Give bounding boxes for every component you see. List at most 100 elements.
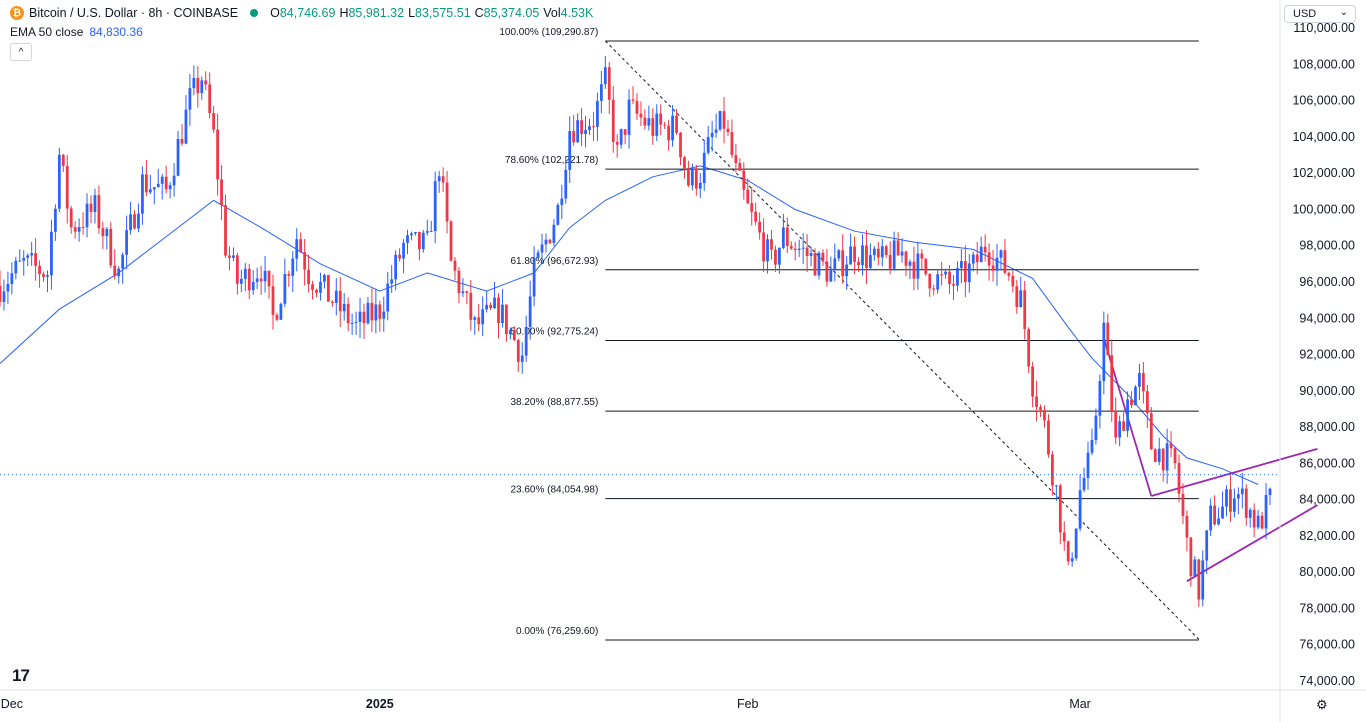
y-tick-label: 86,000.00 xyxy=(1299,456,1355,470)
candle-body xyxy=(1130,399,1133,406)
candle-body xyxy=(1233,498,1236,512)
candle-body xyxy=(983,246,987,253)
candle-body xyxy=(904,251,908,266)
candle-body xyxy=(528,296,532,327)
candle-body xyxy=(694,168,698,189)
candle-body xyxy=(1268,488,1272,496)
y-tick-label: 88,000.00 xyxy=(1299,420,1355,434)
candle-body xyxy=(461,291,465,294)
candle-body xyxy=(1157,448,1161,462)
candle-body xyxy=(714,129,718,133)
candle-body xyxy=(825,261,829,282)
y-tick-label: 102,000.00 xyxy=(1292,166,1355,180)
candle-body xyxy=(1118,421,1122,438)
candle-body xyxy=(1193,559,1197,576)
candle-body xyxy=(861,245,864,266)
candle-body xyxy=(849,246,853,265)
y-tick-label: 90,000.00 xyxy=(1299,384,1355,398)
candle-body xyxy=(952,284,955,286)
candle-body xyxy=(137,213,140,229)
candle-body xyxy=(267,270,271,287)
candle-body xyxy=(184,109,188,144)
candle-body xyxy=(536,252,540,258)
candle-body xyxy=(65,165,69,209)
symbol-legend[interactable]: ₿ Bitcoin / U.S. Dollar · 8h · COINBASE … xyxy=(10,6,597,20)
candle-body xyxy=(1181,493,1185,516)
candle-body xyxy=(425,231,429,233)
candles xyxy=(0,55,1272,607)
candle-body xyxy=(358,311,362,322)
candle-body xyxy=(1007,272,1011,276)
candle-body xyxy=(73,227,77,232)
candle-body xyxy=(718,111,722,130)
y-tick-label: 100,000.00 xyxy=(1292,202,1355,216)
candle-body xyxy=(1039,407,1042,411)
candle-body xyxy=(1153,449,1157,462)
indicator-legend[interactable]: EMA 50 close 84,830.36 xyxy=(10,25,143,39)
candle-body xyxy=(42,274,45,277)
candle-body xyxy=(817,252,821,276)
candle-body xyxy=(675,115,678,133)
bitcoin-icon: ₿ xyxy=(10,6,24,20)
candle-body xyxy=(410,233,413,236)
candle-body xyxy=(54,208,57,232)
candle-body xyxy=(1122,421,1125,431)
candle-body xyxy=(607,67,611,100)
candle-body xyxy=(386,283,390,312)
candle-body xyxy=(865,245,868,268)
candle-body xyxy=(944,271,947,275)
candle-body xyxy=(778,247,781,265)
candle-body xyxy=(872,248,876,256)
candle-body xyxy=(774,249,777,265)
candle-body xyxy=(892,240,896,269)
candle-body xyxy=(623,129,627,135)
chevron-down-icon: ⌄ xyxy=(1339,7,1348,18)
candle-body xyxy=(255,278,259,283)
candle-body xyxy=(1011,275,1015,287)
candle-body xyxy=(200,80,204,94)
candle-body xyxy=(548,239,552,243)
candle-body xyxy=(588,126,591,131)
candle-body xyxy=(160,176,164,184)
candle-body xyxy=(271,286,275,315)
candle-body xyxy=(584,130,587,135)
symbol-title[interactable]: Bitcoin / U.S. Dollar · 8h · COINBASE xyxy=(29,6,239,20)
candle-body xyxy=(1031,366,1035,397)
candle-body xyxy=(10,273,14,284)
candle-body xyxy=(133,214,136,229)
candle-body xyxy=(576,120,580,143)
candle-body xyxy=(311,284,314,290)
candle-body xyxy=(924,258,928,275)
y-tick-label: 110,000.00 xyxy=(1293,21,1355,35)
tradingview-logo-icon[interactable]: 17 xyxy=(12,666,30,685)
candle-body xyxy=(936,274,940,290)
candle-body xyxy=(734,155,738,164)
candle-body xyxy=(1161,448,1165,471)
candle-body xyxy=(188,88,192,110)
candle-body xyxy=(1209,505,1213,531)
candle-body xyxy=(473,317,477,320)
candle-body xyxy=(1047,420,1050,455)
candle-body xyxy=(706,137,710,153)
collapse-legend-button[interactable]: ^ xyxy=(10,43,32,61)
open-label: O xyxy=(270,6,280,20)
candle-body xyxy=(489,304,492,309)
candle-body xyxy=(532,257,536,297)
candle-body xyxy=(1248,509,1252,518)
candle-body xyxy=(603,67,607,85)
candle-body xyxy=(845,264,849,277)
candle-body xyxy=(354,321,358,323)
fib-level-label: 100.00% (109,290.87) xyxy=(499,27,598,38)
candle-body xyxy=(1051,454,1054,486)
candle-body xyxy=(967,263,971,283)
candle-body xyxy=(524,326,528,356)
candle-body xyxy=(837,250,841,259)
candle-body xyxy=(38,265,41,275)
candle-body xyxy=(1260,515,1264,529)
candle-body xyxy=(722,111,726,129)
candle-body xyxy=(730,132,734,156)
candle-body xyxy=(57,154,61,209)
currency-select[interactable]: USD ⌄ xyxy=(1284,5,1356,23)
gear-icon[interactable]: ⚙ xyxy=(1316,697,1328,712)
